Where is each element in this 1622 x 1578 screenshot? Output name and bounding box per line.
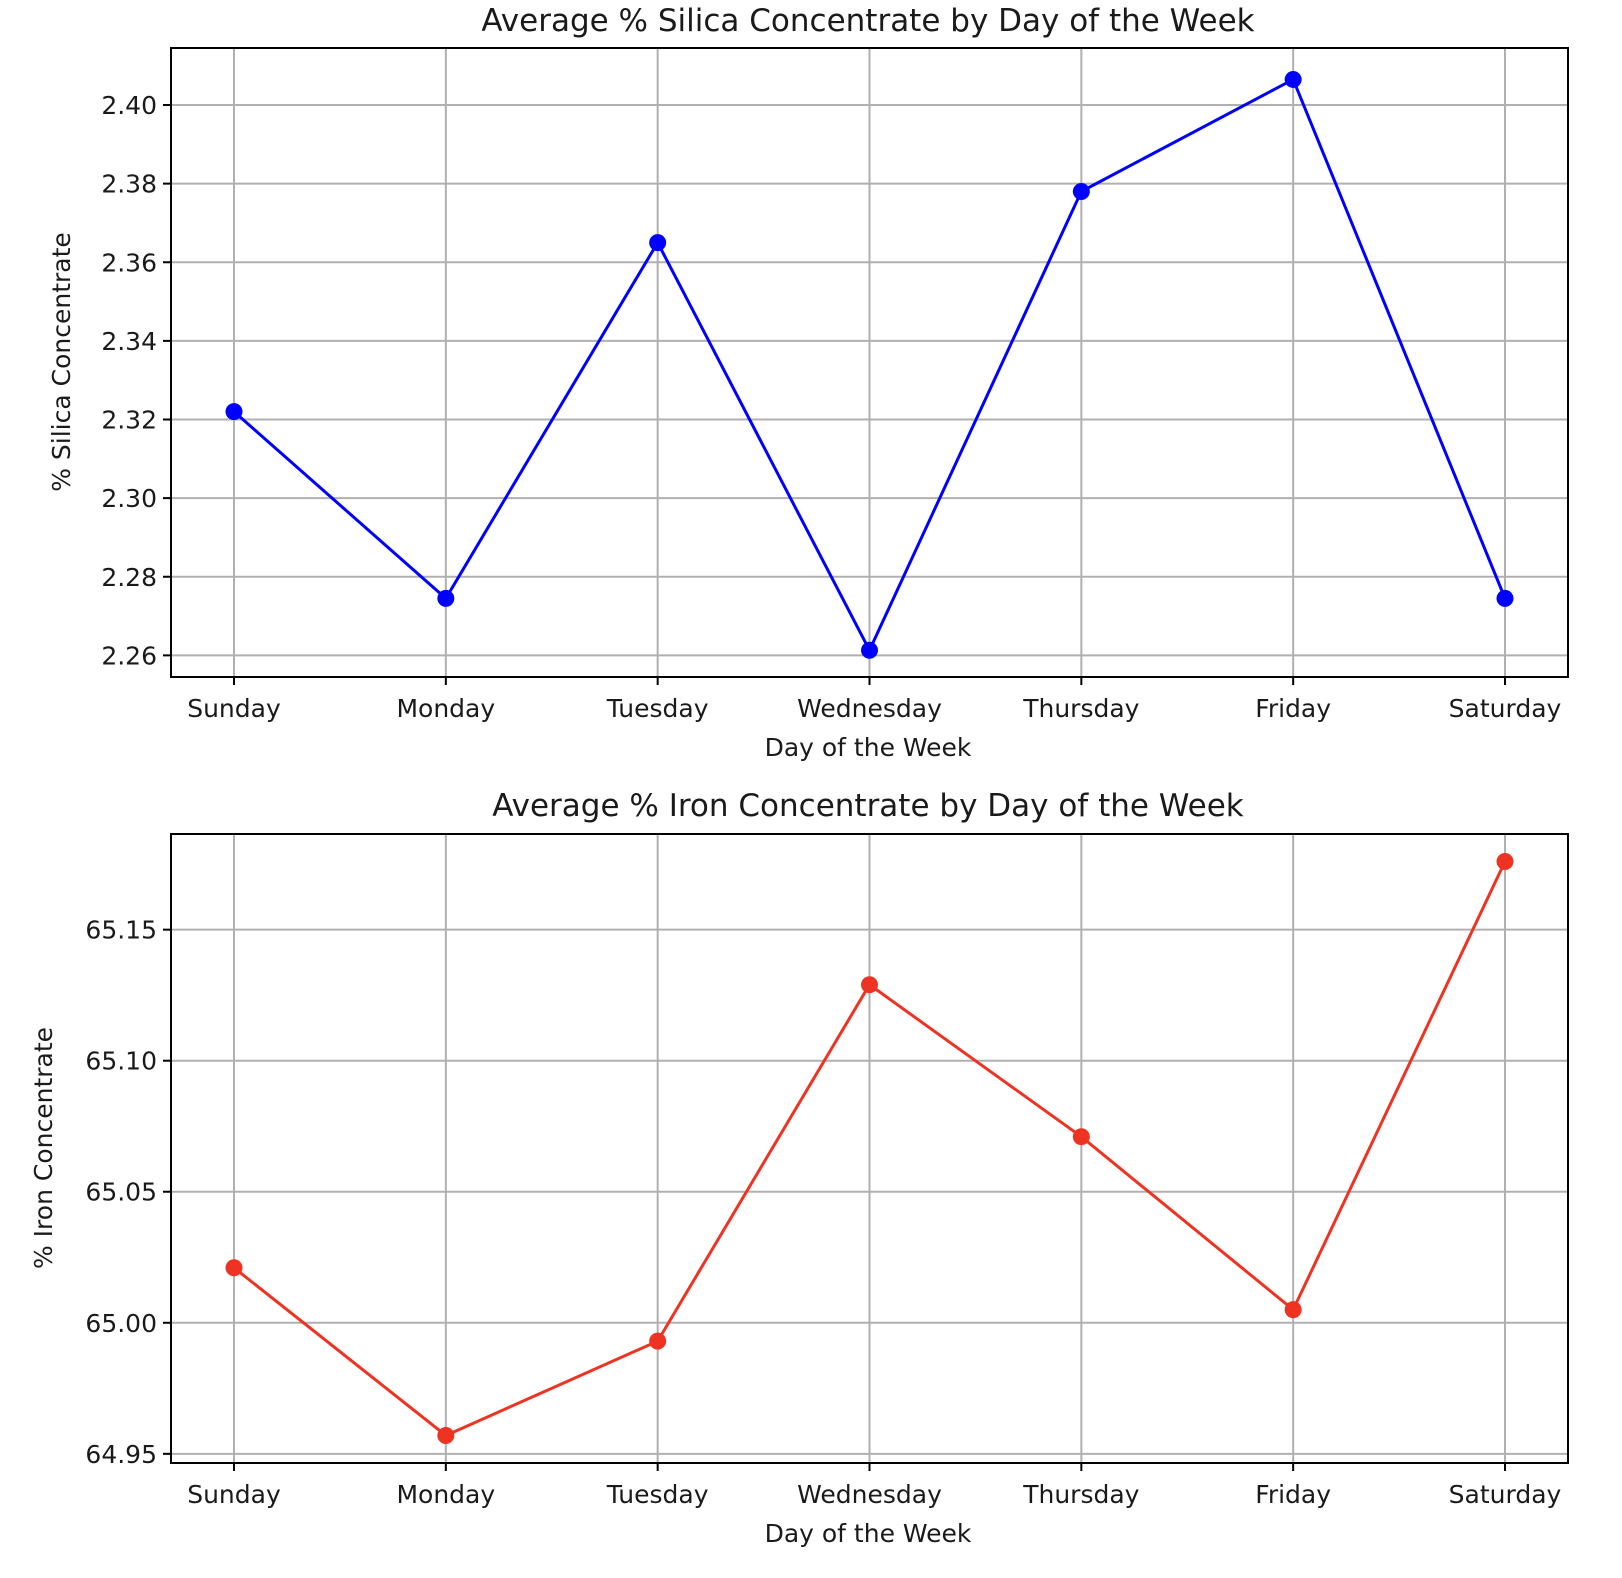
silica-y-axis-label: % Silica Concentrate xyxy=(47,232,76,492)
x-tick-label: Wednesday xyxy=(797,1480,942,1509)
data-point xyxy=(1496,589,1514,607)
data-point xyxy=(437,1426,455,1444)
y-tick-label: 2.40 xyxy=(101,91,157,120)
y-tick-label: 2.32 xyxy=(101,406,157,435)
silica-chart: Average % Silica Concentrate by Day of t… xyxy=(47,3,1569,762)
x-tick-label: Wednesday xyxy=(797,694,942,723)
silica-chart-title: Average % Silica Concentrate by Day of t… xyxy=(481,3,1254,39)
data-point xyxy=(1072,1128,1090,1146)
iron-axis-ticks xyxy=(163,928,1506,1471)
data-point xyxy=(649,1332,667,1350)
x-tick-label: Sunday xyxy=(187,1480,281,1509)
x-tick-label: Saturday xyxy=(1449,694,1562,723)
iron-grid xyxy=(171,834,1568,1463)
x-tick-label: Thursday xyxy=(1022,694,1139,723)
x-tick-label: Friday xyxy=(1255,694,1331,723)
data-point xyxy=(861,976,878,994)
data-point xyxy=(649,234,667,252)
data-point xyxy=(225,403,243,421)
x-tick-label: Monday xyxy=(396,1480,495,1509)
iron-data-points xyxy=(225,853,1514,1444)
iron-y-axis-label: % Iron Concentrate xyxy=(29,1027,58,1269)
y-tick-label: 65.05 xyxy=(85,1178,157,1207)
y-tick-label: 2.28 xyxy=(101,563,157,592)
iron-y-tick-labels: 64.95 65.00 65.05 65.10 65.15 xyxy=(85,916,157,1469)
data-point xyxy=(1496,853,1514,871)
y-tick-label: 65.15 xyxy=(85,916,157,945)
silica-axis-ticks xyxy=(163,104,1506,685)
data-point xyxy=(861,641,878,659)
y-tick-label: 64.95 xyxy=(85,1440,157,1469)
iron-chart: Average % Iron Concentrate by Day of the… xyxy=(29,788,1569,1548)
x-tick-label: Friday xyxy=(1255,1480,1331,1509)
x-tick-label: Monday xyxy=(396,694,495,723)
y-tick-label: 65.10 xyxy=(85,1047,157,1076)
x-tick-label: Thursday xyxy=(1022,1480,1139,1509)
data-point xyxy=(1072,182,1090,200)
silica-y-tick-labels: 2.26 2.28 2.30 2.32 2.34 2.36 2.38 2.40 xyxy=(101,91,157,670)
data-point xyxy=(1284,1301,1302,1319)
x-tick-label: Saturday xyxy=(1449,1480,1562,1509)
iron-chart-title: Average % Iron Concentrate by Day of the… xyxy=(492,788,1244,824)
y-tick-label: 2.36 xyxy=(101,248,157,277)
x-tick-label: Sunday xyxy=(187,694,281,723)
iron-x-tick-labels: Sunday Monday Tuesday Wednesday Thursday Frid… xyxy=(187,1480,1561,1509)
y-tick-label: 2.26 xyxy=(101,641,157,670)
silica-grid xyxy=(171,48,1568,677)
iron-x-axis-label: Day of the Week xyxy=(765,1519,972,1548)
silica-x-axis-label: Day of the Week xyxy=(765,733,972,762)
data-point xyxy=(1284,70,1302,88)
data-point xyxy=(437,589,455,607)
y-tick-label: 2.34 xyxy=(101,327,157,356)
data-point xyxy=(225,1259,243,1277)
silica-x-tick-labels: Sunday Monday Tuesday Wednesday Thursday Frid… xyxy=(187,694,1561,723)
y-tick-label: 2.30 xyxy=(101,484,157,513)
silica-data-points xyxy=(225,70,1514,659)
y-tick-label: 65.00 xyxy=(85,1309,157,1338)
y-tick-label: 2.38 xyxy=(101,170,157,199)
x-tick-label: Tuesday xyxy=(606,694,709,723)
x-tick-label: Tuesday xyxy=(606,1480,709,1509)
